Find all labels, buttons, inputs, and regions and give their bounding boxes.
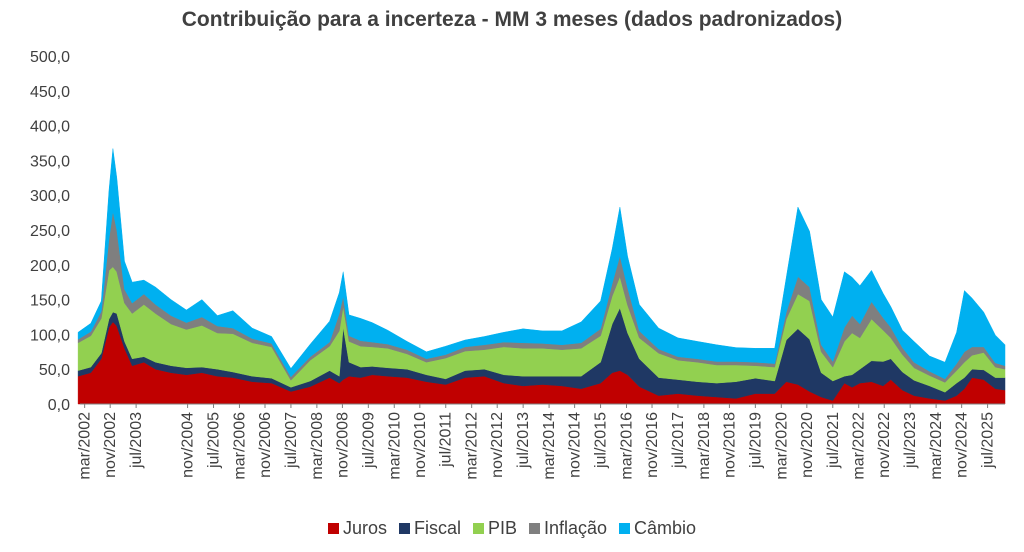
legend-label: Inflação: [543, 518, 608, 538]
x-tick-label: mar/2008: [309, 412, 326, 480]
legend-item-fiscal: Fiscal: [398, 518, 461, 539]
legend-label: Juros: [342, 518, 387, 538]
x-tick-label: nov/2012: [489, 412, 506, 478]
y-tick-label: 150,0: [30, 293, 70, 310]
legend-swatch: [472, 523, 484, 534]
x-tick-label: mar/2022: [851, 412, 868, 480]
x-tick-label: nov/2010: [412, 412, 429, 478]
x-tick-label: nov/2024: [954, 412, 971, 478]
legend-label: Câmbio: [634, 518, 697, 538]
x-tick-label: nov/2008: [334, 412, 351, 478]
x-tick-label: mar/2020: [773, 412, 790, 480]
legend-item-inflação: Inflação: [528, 518, 608, 539]
y-tick-label: 250,0: [30, 223, 70, 240]
y-tick-label: 450,0: [30, 84, 70, 101]
x-tick-label: nov/2002: [102, 412, 119, 478]
y-tick-label: 200,0: [30, 258, 70, 275]
legend-swatch: [619, 523, 631, 534]
legend-item-pib: PIB: [472, 518, 517, 539]
x-tick-label: mar/2024: [928, 412, 945, 480]
chart-legend: Juros Fiscal PIB Inflação Câmbio: [0, 518, 1024, 539]
legend-swatch: [398, 523, 410, 534]
x-tick-label: jul/2017: [670, 412, 687, 469]
y-tick-label: 50,0: [39, 362, 70, 379]
x-tick-label: mar/2006: [231, 412, 248, 480]
series-area-câmbio: [77, 148, 1006, 380]
legend-item-câmbio: Câmbio: [619, 518, 696, 539]
x-tick-label: jul/2011: [438, 412, 455, 468]
x-tick-label: jul/2015: [593, 412, 610, 469]
x-tick-label: jul/2007: [283, 412, 300, 469]
chart-title: Contribuição para a incerteza - MM 3 mes…: [181, 8, 843, 31]
y-tick-label: 400,0: [30, 119, 70, 136]
x-tick-label: mar/2012: [464, 412, 481, 480]
x-tick-label: jul/2023: [902, 412, 919, 469]
legend-swatch: [528, 523, 540, 534]
y-tick-label: 500,0: [30, 49, 70, 66]
y-tick-label: 0,0: [48, 397, 70, 414]
x-tick-label: jul/2019: [747, 412, 764, 469]
x-tick-label: nov/2014: [567, 412, 584, 478]
x-tick-label: jul/2005: [206, 412, 223, 469]
x-tick-label: nov/2022: [876, 412, 893, 478]
x-tick-label: mar/2002: [77, 412, 94, 480]
x-tick-label: mar/2016: [618, 412, 635, 480]
x-tick-label: mar/2018: [696, 412, 713, 480]
x-tick-label: nov/2016: [644, 412, 661, 478]
x-tick-label: mar/2010: [386, 412, 403, 480]
y-tick-label: 300,0: [30, 188, 70, 205]
x-tick-label: nov/2020: [799, 412, 816, 478]
x-tick-label: mar/2014: [541, 412, 558, 480]
legend-item-juros: Juros: [327, 518, 387, 539]
legend-label: PIB: [487, 518, 517, 538]
y-tick-label: 350,0: [30, 153, 70, 170]
x-tick-label: jul/2021: [825, 412, 842, 469]
x-tick-label: jul/2013: [515, 412, 532, 469]
x-tick-label: nov/2018: [721, 412, 738, 478]
x-tick-label: jul/2009: [360, 412, 377, 469]
legend-label: Fiscal: [413, 518, 461, 538]
x-tick-label: nov/2004: [180, 412, 197, 478]
x-tick-label: jul/2003: [128, 412, 145, 469]
x-tick-label: jul/2025: [980, 412, 997, 469]
x-tick-label: nov/2006: [257, 412, 274, 478]
y-tick-label: 100,0: [30, 327, 70, 344]
legend-swatch: [327, 523, 339, 534]
